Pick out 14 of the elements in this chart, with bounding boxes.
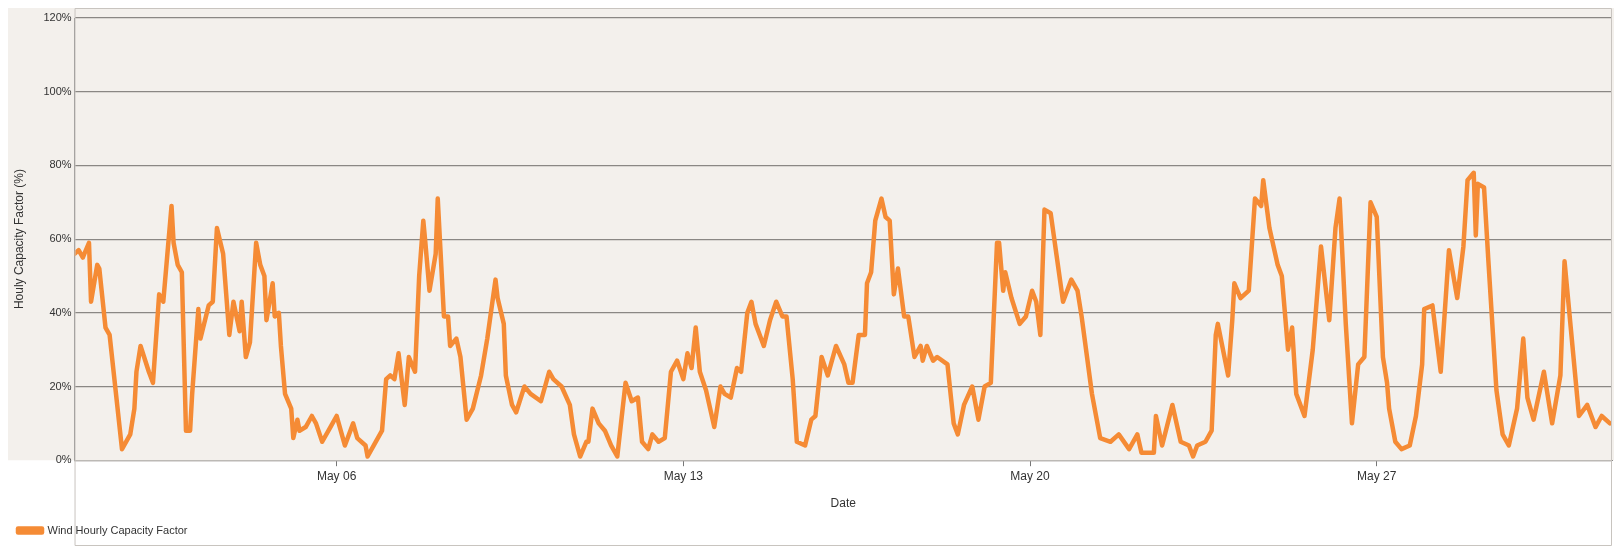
y-tick-label: 100% <box>43 84 72 97</box>
y-tick-label: 60% <box>49 232 72 245</box>
x-tick-label: May 06 <box>316 468 357 483</box>
y-tick-label: 20% <box>49 379 72 392</box>
y-axis-title: Houly Capacity Factor (%) <box>11 169 26 310</box>
x-axis-title: Date <box>830 496 857 511</box>
x-tick-label: May 20 <box>1010 468 1051 483</box>
y-tick-label: 40% <box>49 305 72 318</box>
y-tick-label: 80% <box>49 158 72 171</box>
y-tick-label: 120% <box>43 11 72 24</box>
x-tick-label: May 27 <box>1357 468 1397 483</box>
y-tick-label: 0% <box>55 453 72 466</box>
x-tick-label: May 13 <box>663 468 704 483</box>
legend-label: Wind Hourly Capacity Factor <box>47 523 188 536</box>
